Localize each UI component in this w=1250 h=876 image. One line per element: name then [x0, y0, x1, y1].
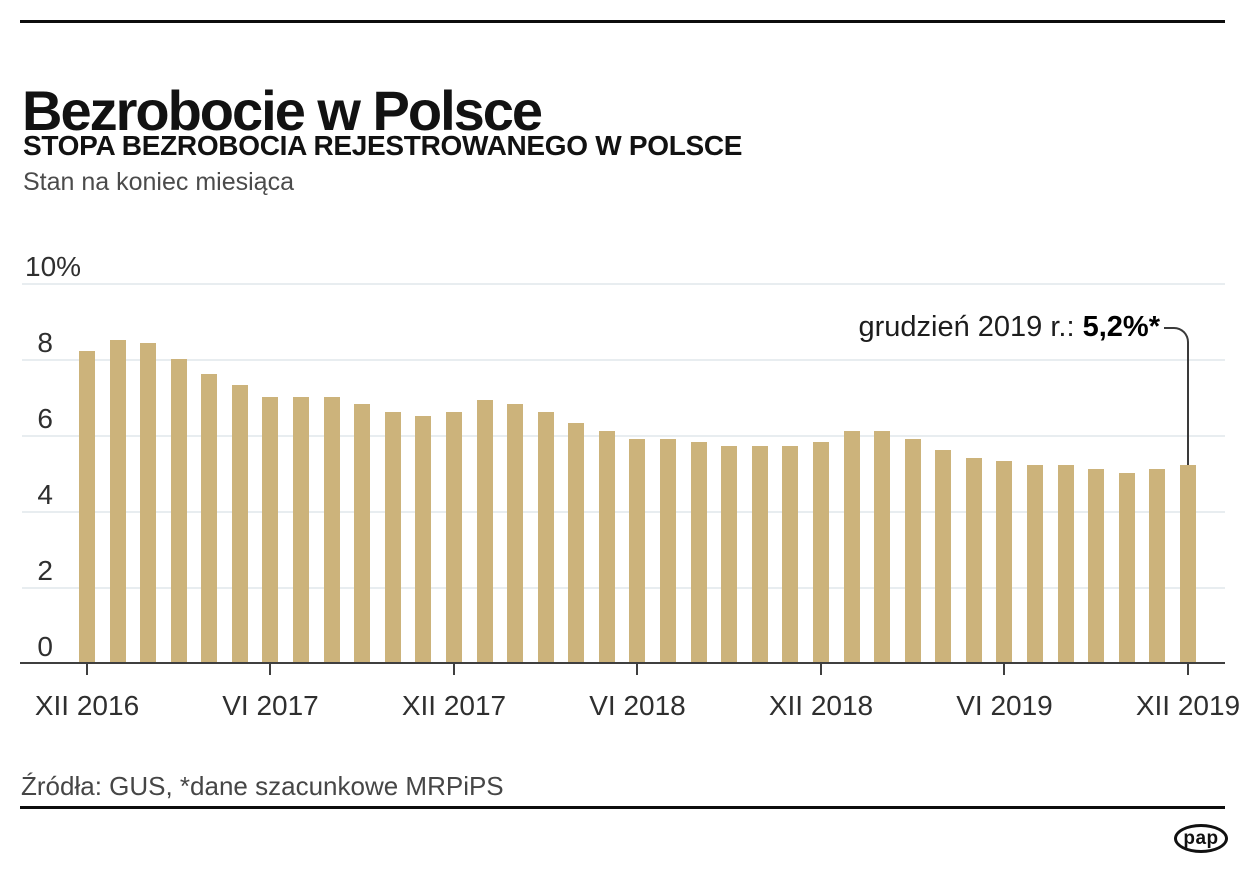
x-tick-XII-2018 — [819, 664, 822, 675]
x-tick-VI-2018 — [636, 664, 639, 675]
bar-II-2018 — [507, 404, 524, 663]
bar-XII-2018 — [812, 442, 829, 663]
bottom-rule — [20, 806, 1225, 809]
bar-VI-2019 — [996, 461, 1013, 663]
bar-VII-2017 — [293, 396, 310, 663]
y-tick-label-10: 10% — [25, 250, 82, 282]
gridline-6 — [22, 434, 1225, 437]
bar-I-2018 — [476, 400, 493, 663]
bar-III-2019 — [904, 438, 921, 663]
bar-IX-2018 — [721, 446, 738, 663]
bar-IV-2017 — [201, 373, 218, 663]
gridline-4 — [22, 510, 1225, 513]
bar-V-2017 — [231, 385, 248, 663]
x-tick-label-VI-2017: VI 2017 — [222, 690, 319, 721]
bar-IX-2019 — [1088, 468, 1105, 663]
bar-XII-2019 — [1179, 465, 1196, 663]
bar-III-2017 — [170, 358, 187, 663]
y-tick-label-2: 2 — [37, 554, 53, 586]
pap-logo: pap — [1174, 824, 1228, 853]
x-tick-VI-2017 — [269, 664, 272, 675]
gridline-10 — [22, 282, 1225, 285]
x-tick-label-XII-2017: XII 2017 — [401, 690, 507, 721]
x-tick-label-XII-2016: XII 2016 — [34, 690, 140, 721]
bar-X-2017 — [384, 411, 401, 663]
bar-II-2019 — [874, 430, 891, 663]
y-tick-label-6: 6 — [37, 402, 53, 434]
bar-XII-2017 — [445, 411, 462, 663]
top-rule — [20, 20, 1225, 23]
y-tick-label-0: 0 — [37, 631, 53, 662]
bar-X-2018 — [751, 446, 768, 663]
x-tick-label-XII-2018: XII 2018 — [768, 690, 874, 721]
bar-V-2019 — [965, 457, 982, 663]
bar-XI-2018 — [782, 446, 799, 663]
x-tick-XII-2016 — [86, 664, 88, 675]
bar-VIII-2019 — [1057, 465, 1074, 663]
bar-I-2017 — [109, 339, 126, 663]
bar-VII-2018 — [660, 438, 677, 663]
gridline-2 — [22, 586, 1225, 589]
bar-XI-2017 — [415, 415, 432, 663]
annotation-value: 5,2%* — [1082, 311, 1160, 343]
bar-VII-2019 — [1027, 465, 1044, 663]
gridline-8 — [22, 358, 1225, 361]
annotation-label: grudzień 2019 r.: — [858, 311, 1083, 343]
annotation-latest-value: grudzień 2019 r.: 5,2%* — [859, 311, 1161, 344]
bar-IX-2017 — [354, 404, 371, 663]
bar-II-2017 — [140, 343, 157, 663]
x-axis-line — [20, 662, 1225, 664]
x-tick-XII-2019 — [1186, 664, 1189, 675]
bar-III-2018 — [537, 411, 554, 663]
bar-X-2019 — [1118, 472, 1135, 663]
y-tick-label-4: 4 — [37, 478, 53, 510]
bar-VIII-2018 — [690, 442, 707, 663]
x-tick-label-VI-2019: VI 2019 — [956, 690, 1053, 721]
bar-VI-2017 — [262, 396, 279, 663]
x-tick-VI-2019 — [1003, 664, 1006, 675]
bar-VIII-2017 — [323, 396, 340, 663]
page-title: Bezrobocie w Polsce — [22, 78, 543, 142]
annotation-connector-line — [1164, 327, 1189, 465]
chart-title: STOPA BEZROBOCIA REJESTROWANEGO W POLSCE — [23, 130, 743, 161]
x-tick-label-VI-2018: VI 2018 — [589, 690, 686, 721]
x-tick-XII-2017 — [452, 664, 455, 675]
bar-I-2019 — [843, 430, 860, 663]
y-tick-label-8: 8 — [37, 326, 53, 358]
bar-VI-2018 — [629, 438, 646, 663]
bar-IV-2019 — [935, 449, 952, 663]
bar-XII-2016 — [79, 350, 95, 663]
bar-V-2018 — [598, 430, 615, 663]
source-note: Źródła: GUS, *dane szacunkowe MRPiPS — [21, 771, 504, 801]
x-tick-label-XII-2019: XII 2019 — [1135, 690, 1241, 721]
chart-description: Stan na koniec miesiąca — [23, 168, 294, 196]
bar-IV-2018 — [568, 423, 585, 663]
bar-XI-2019 — [1149, 468, 1166, 663]
